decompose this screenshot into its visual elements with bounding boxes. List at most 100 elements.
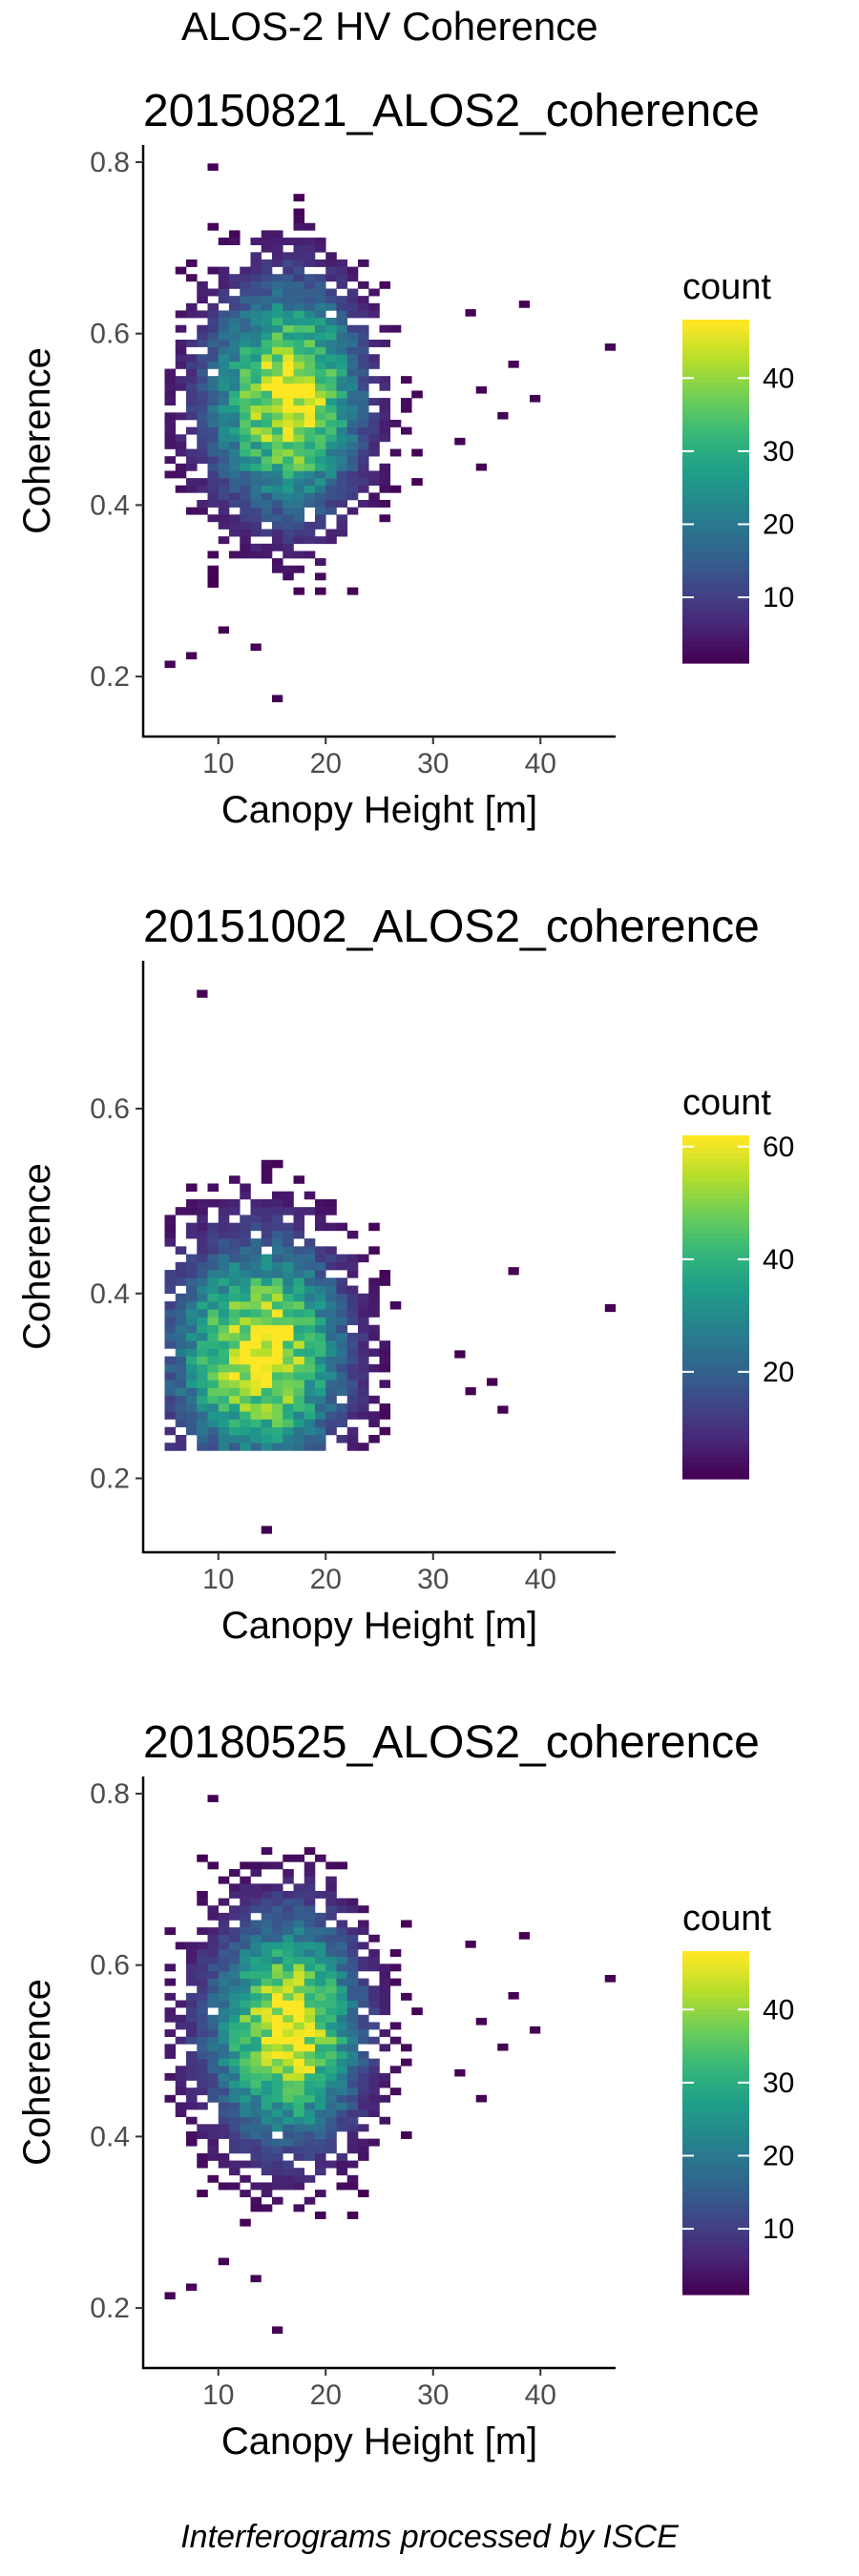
heatmap-bin xyxy=(197,2102,208,2110)
heatmap-bin xyxy=(293,1426,305,1436)
heatmap-bin xyxy=(197,1942,208,1950)
heatmap-bin xyxy=(186,1978,198,1986)
heatmap-bin xyxy=(368,2109,380,2118)
heatmap-bin xyxy=(197,2000,208,2008)
heatmap-bin xyxy=(175,1270,187,1278)
legend-colorbar-segment xyxy=(682,1204,749,1211)
heatmap-bin xyxy=(186,2036,198,2045)
heatmap-bin xyxy=(283,383,294,391)
heatmap-bin xyxy=(401,398,412,406)
heatmap-bin xyxy=(304,1898,316,1906)
heatmap-bin xyxy=(250,1348,262,1357)
heatmap-bin xyxy=(261,318,273,325)
heatmap-bin xyxy=(250,507,262,515)
heatmap-bin xyxy=(207,485,220,493)
heatmap-bin xyxy=(304,1956,316,1964)
heatmap-bin xyxy=(315,383,326,391)
outlier-bin xyxy=(454,437,466,446)
heatmap-bin xyxy=(240,288,251,297)
heatmap-bin xyxy=(336,1332,348,1341)
heatmap-bin xyxy=(315,1395,326,1404)
heatmap-bin xyxy=(186,1340,198,1349)
heatmap-bin xyxy=(346,2182,359,2191)
heatmap-bin xyxy=(218,310,230,319)
heatmap-bin xyxy=(304,238,316,245)
heatmap-bin xyxy=(186,1183,198,1193)
heatmap-bin xyxy=(368,1300,380,1310)
heatmap-bin xyxy=(336,332,348,341)
legend-colorbar-segment xyxy=(682,2220,749,2227)
heatmap-bin xyxy=(325,536,337,545)
heatmap-bin xyxy=(401,1920,412,1928)
heatmap-bin xyxy=(164,2072,177,2081)
heatmap-bin xyxy=(240,2088,251,2096)
heatmap-bin xyxy=(164,1238,177,1247)
heatmap-bin xyxy=(325,485,337,493)
heatmap-bin xyxy=(304,2050,316,2059)
legend-colorbar-segment xyxy=(682,1957,749,1963)
heatmap-bin xyxy=(218,368,230,377)
heatmap-bin xyxy=(272,2174,283,2183)
heatmap-bin xyxy=(218,1198,230,1208)
heatmap-bin xyxy=(336,1278,348,1286)
heatmap-bin xyxy=(272,1317,283,1325)
heatmap-bin xyxy=(261,2190,273,2198)
heatmap-bin xyxy=(358,1956,369,1964)
heatmap-bin xyxy=(229,1207,241,1215)
x-tick-label: 40 xyxy=(525,1564,556,1595)
heatmap-bin xyxy=(218,361,230,369)
heatmap-bin xyxy=(261,1956,273,1964)
legend-colorbar-segment xyxy=(682,1404,749,1411)
heatmap-bin xyxy=(229,2036,241,2045)
heatmap-bin xyxy=(240,318,251,325)
legend-colorbar-segment xyxy=(682,1290,749,1297)
heatmap-bin xyxy=(336,2066,348,2074)
heatmap-bin xyxy=(358,2109,369,2118)
heatmap-bin xyxy=(240,296,251,304)
heatmap-bin xyxy=(368,1985,380,1994)
heatmap-bin xyxy=(240,1956,251,1964)
heatmap-bin xyxy=(272,1340,283,1349)
heatmap-bin xyxy=(240,1395,251,1404)
heatmap-bin xyxy=(250,2044,262,2052)
heatmap-bin xyxy=(175,1403,187,1412)
heatmap-bin xyxy=(250,2072,262,2081)
outlier-bin xyxy=(475,463,487,471)
heatmap-bin xyxy=(250,274,262,282)
heatmap-bin xyxy=(186,448,198,457)
heatmap-bin xyxy=(261,1230,273,1239)
heatmap-bin xyxy=(218,1254,230,1263)
heatmap-bin xyxy=(336,521,348,530)
heatmap-bin xyxy=(207,1340,220,1349)
heatmap-bin xyxy=(315,346,326,355)
heatmap-bin xyxy=(272,2044,283,2052)
heatmap-bin xyxy=(186,2014,198,2023)
heatmap-bin xyxy=(315,478,326,487)
heatmap-bin xyxy=(358,1254,369,1263)
heatmap-bin xyxy=(207,2022,220,2030)
heatmap-bin xyxy=(229,310,241,319)
heatmap-bin xyxy=(293,1419,305,1428)
heatmap-bin xyxy=(186,383,198,391)
legend-colorbar-segment xyxy=(682,2243,749,2250)
heatmap-bin xyxy=(283,551,294,559)
heatmap-bin xyxy=(325,2088,337,2096)
heatmap-bin xyxy=(240,398,251,406)
heatmap-bin xyxy=(261,266,273,275)
heatmap-bin xyxy=(250,2029,262,2038)
legend-colorbar-segment xyxy=(682,1997,749,2004)
heatmap-bin xyxy=(186,1363,198,1373)
heatmap-bin xyxy=(186,2000,198,2008)
heatmap-bin xyxy=(283,1898,294,1906)
heatmap-bin xyxy=(175,1942,187,1950)
heatmap-bin xyxy=(346,1927,359,1936)
heatmap-bin xyxy=(250,2196,262,2205)
heatmap-bin xyxy=(358,2058,369,2067)
heatmap-bin xyxy=(346,2058,359,2067)
heatmap-bin xyxy=(346,1309,359,1318)
heatmap-bin xyxy=(346,1963,359,1972)
heatmap-bin xyxy=(218,434,230,443)
heatmap-bin xyxy=(293,216,305,224)
heatmap-bin xyxy=(293,324,305,333)
heatmap-bin xyxy=(186,1285,198,1295)
